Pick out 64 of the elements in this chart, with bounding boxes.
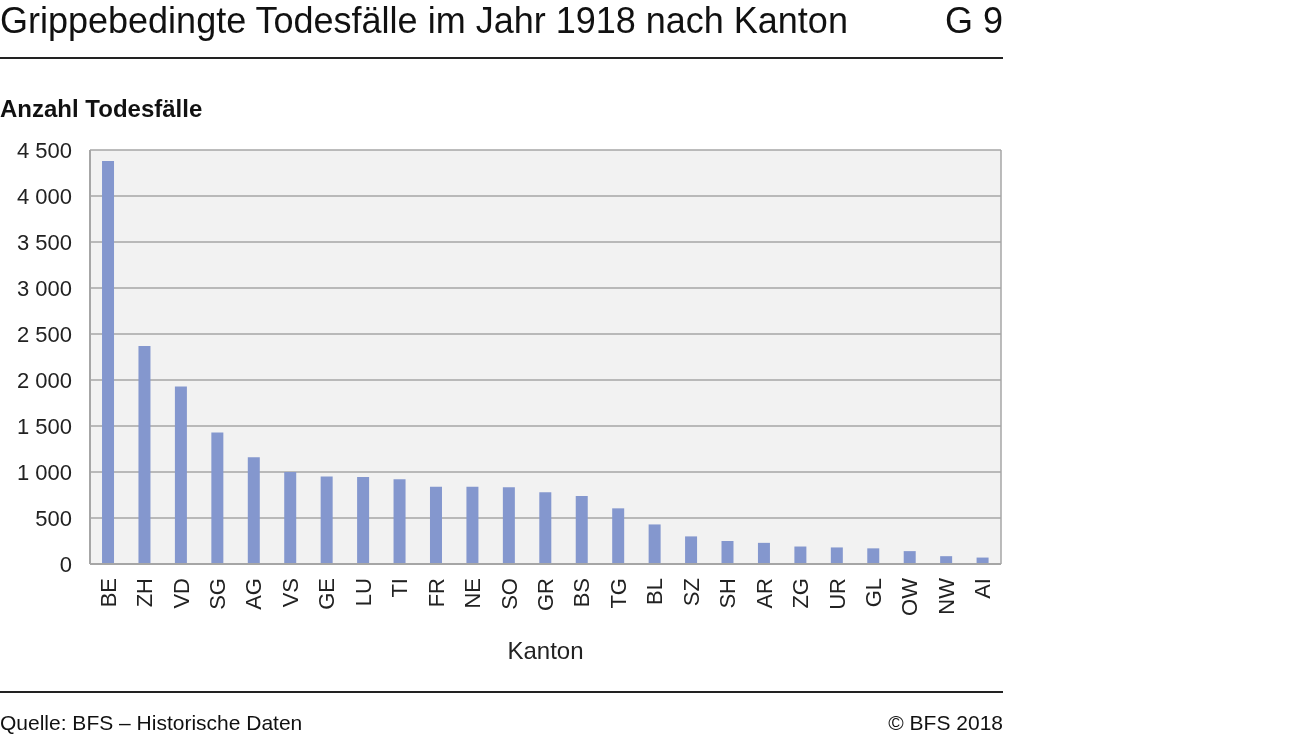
bar: [830, 547, 843, 564]
bar: [794, 546, 807, 564]
x-tick-label: GL: [860, 578, 886, 608]
source-note: Quelle: BFS – Historische Daten: [0, 711, 303, 735]
bar: [867, 548, 880, 564]
x-tick-label: NE: [460, 578, 486, 609]
bar: [247, 457, 260, 564]
x-tick-label: UR: [824, 578, 850, 610]
x-tick-label: VS: [277, 578, 303, 608]
x-tick-label: SO: [496, 578, 522, 610]
x-tick-label: SG: [205, 578, 231, 610]
y-tick-label: 1 500: [16, 413, 72, 439]
bar: [721, 541, 734, 564]
bar: [903, 551, 916, 564]
bar: [466, 486, 479, 564]
bar: [102, 161, 115, 564]
y-tick-label: 2 500: [16, 321, 72, 347]
bar: [612, 508, 625, 564]
x-tick-label: GE: [314, 578, 340, 610]
bar: [211, 432, 224, 564]
bar: [393, 479, 406, 564]
x-tick-label: SH: [715, 578, 741, 609]
x-tick-label: AG: [241, 578, 267, 610]
bar: [575, 495, 588, 564]
x-tick-label: ZH: [132, 578, 158, 608]
bar: [357, 477, 370, 564]
x-tick-label: BE: [95, 578, 121, 608]
y-tick-label: 0: [59, 551, 72, 577]
x-tick-label: VD: [168, 578, 194, 609]
y-tick-label: 1 000: [16, 459, 72, 485]
x-tick-label: GR: [533, 578, 558, 611]
y-tick-label: 3 500: [16, 229, 72, 255]
bar: [685, 536, 698, 564]
bar: [284, 472, 297, 564]
x-tick-label: OW: [897, 577, 923, 616]
x-tick-label: AI: [970, 578, 996, 599]
bar: [429, 486, 442, 564]
chart-title: Grippebedingte Todesfälle im Jahr 1918 nach Kanton: [0, 0, 848, 42]
bar: [757, 542, 770, 564]
x-tick-label: ZG: [788, 578, 814, 609]
bar: [320, 476, 333, 564]
bar: [502, 487, 515, 564]
x-tick-label: BL: [642, 578, 668, 605]
x-tick-label: BS: [569, 578, 595, 608]
x-tick-label: AR: [751, 578, 777, 609]
x-axis-title: Kanton: [507, 637, 584, 664]
y-tick-label: 4 500: [16, 137, 72, 163]
x-tick-label: SZ: [678, 578, 704, 607]
x-tick-label: TG: [605, 578, 631, 609]
bar: [138, 345, 151, 564]
y-axis-title: Anzahl Todesfälle: [0, 95, 203, 123]
bar: [174, 386, 187, 564]
bar: [539, 492, 552, 564]
x-tick-label: LU: [350, 578, 376, 607]
text: © BFS 2018: [888, 711, 1003, 735]
x-tick-label: FR: [423, 578, 449, 608]
chart-subtitle: G 9: [944, 0, 1003, 42]
y-tick-label: 2 000: [16, 367, 72, 393]
bar: [648, 524, 661, 564]
x-tick-label: TI: [387, 578, 413, 598]
y-tick-label: 500: [35, 505, 72, 531]
y-tick-label: 4 000: [16, 183, 72, 209]
y-tick-label: 3 000: [16, 275, 72, 301]
x-tick-label: NW: [933, 577, 959, 615]
